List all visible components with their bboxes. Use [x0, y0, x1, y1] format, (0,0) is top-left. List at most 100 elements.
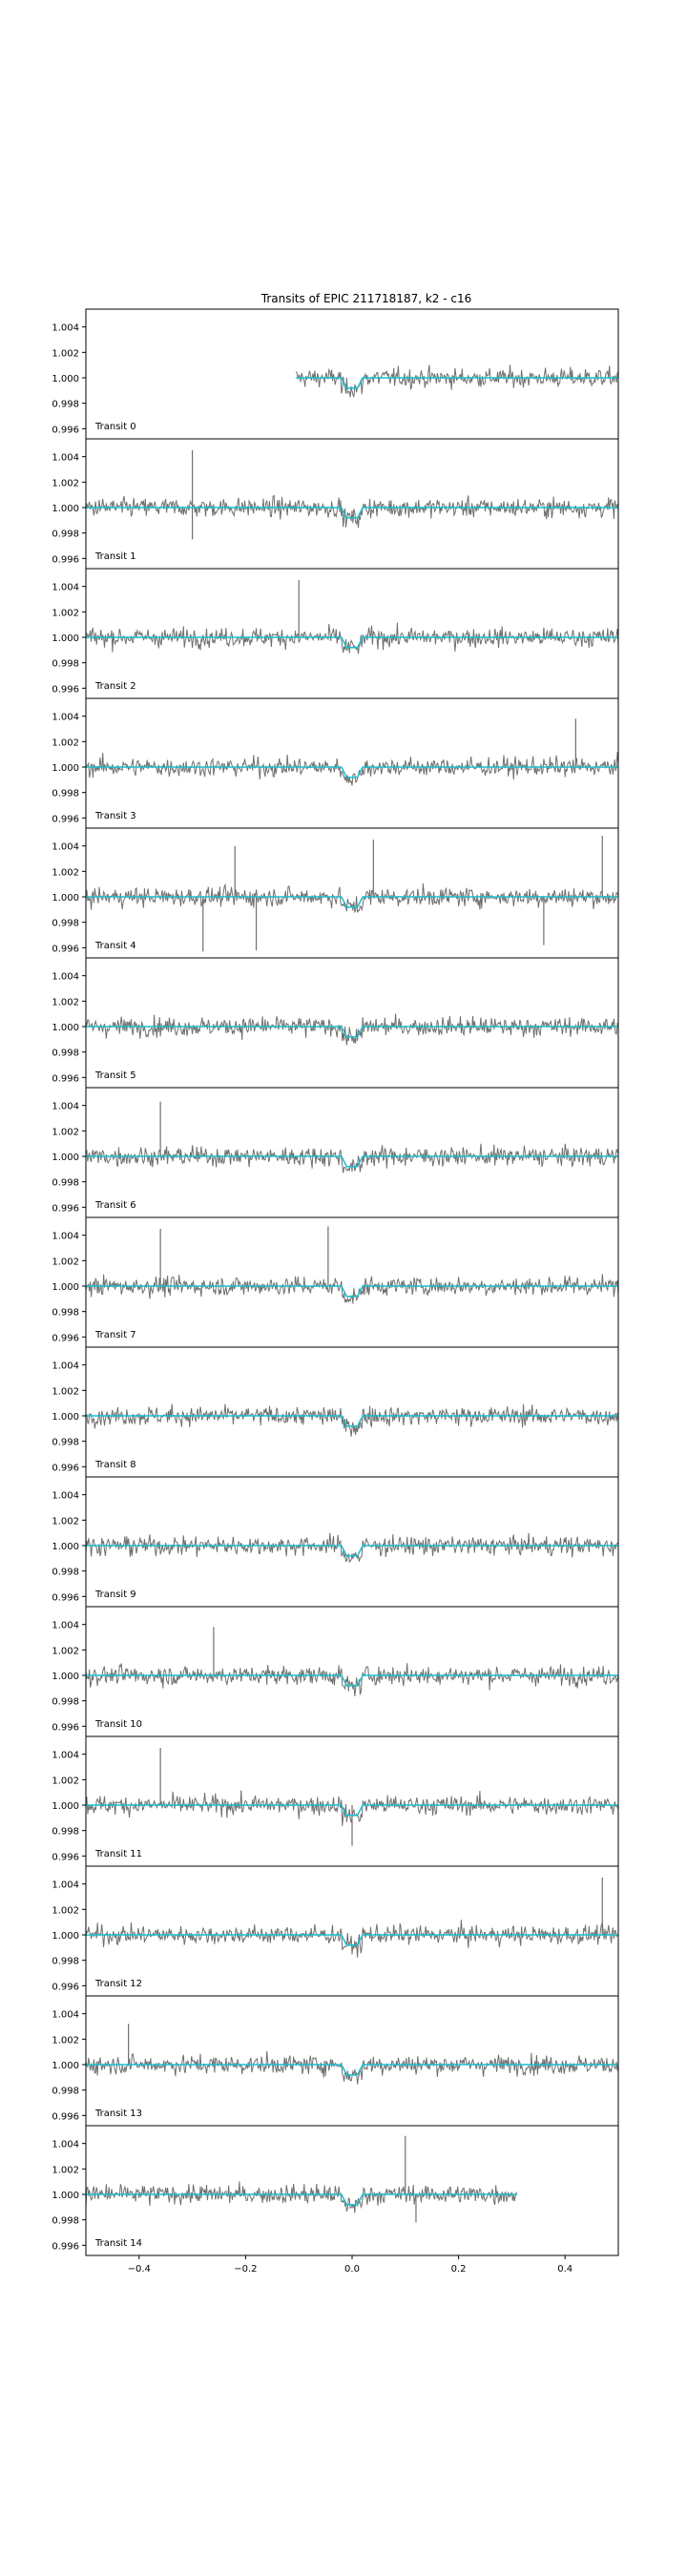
y-tick-label: 1.004 [52, 1102, 79, 1112]
y-tick-label: 1.004 [52, 1751, 79, 1761]
transit-model-line [86, 1674, 618, 1687]
y-tick-label: 1.004 [52, 1361, 79, 1372]
panel-label: Transit 4 [94, 941, 136, 951]
panel-frame [85, 308, 619, 440]
y-tick-label: 1.002 [52, 737, 79, 748]
y-tick-label: 1.002 [52, 2165, 79, 2175]
y-tick-label: 1.002 [52, 608, 79, 618]
y-tick-label: 1.000 [52, 1672, 79, 1682]
panel-transit-12: 0.996 0.998 1.000 1.002 1.004 Transit 12 [52, 1865, 619, 1997]
panel-transit-14: 0.996 0.998 1.000 1.002 1.004 Transit 14 [52, 2125, 619, 2256]
y-tick-label: 1.002 [52, 1776, 79, 1786]
panel-transit-11: 0.996 0.998 1.000 1.002 1.004 Transit 11 [52, 1735, 619, 1867]
y-tick-label: 1.000 [52, 893, 79, 904]
transit-model-line [86, 1026, 618, 1038]
panel-transit-4: 0.996 0.998 1.000 1.002 1.004 Transit 4 [52, 827, 619, 959]
panel-transit-6: 0.996 0.998 1.000 1.002 1.004 Transit 6 [52, 1087, 619, 1218]
y-tick-label: 0.996 [52, 1982, 79, 1992]
y-tick-label: 1.002 [52, 1386, 79, 1397]
transit-model-line [86, 1545, 618, 1557]
panel-frame [85, 697, 619, 829]
panel-label: Transit 3 [94, 811, 136, 821]
panel-transit-5: 0.996 0.998 1.000 1.002 1.004 Transit 5 [52, 957, 619, 1089]
y-tick-label: 1.004 [52, 972, 79, 983]
y-tick-label: 0.996 [52, 2241, 79, 2252]
y-tick-label: 1.000 [52, 1931, 79, 1942]
panel-label: Transit 6 [94, 1200, 136, 1211]
x-tick-label: 0.4 [557, 2264, 572, 2275]
y-tick-label: 1.000 [52, 1542, 79, 1552]
y-tick-label: 0.998 [52, 789, 79, 800]
y-tick-label: 1.002 [52, 867, 79, 878]
y-tick-label: 1.000 [52, 634, 79, 644]
y-tick-label: 1.002 [52, 2035, 79, 2046]
flux-series [85, 1403, 619, 1437]
flux-series [85, 1143, 619, 1174]
y-tick-label: 1.002 [52, 997, 79, 1008]
panel-transit-7: 0.996 0.998 1.000 1.002 1.004 Transit 7 [52, 1216, 619, 1348]
y-tick-label: 1.000 [52, 374, 79, 384]
y-tick-label: 1.004 [52, 453, 79, 464]
y-tick-label: 0.998 [52, 530, 79, 540]
panel-label: Transit 9 [94, 1589, 136, 1600]
y-tick-label: 1.000 [52, 1153, 79, 1163]
flux-series [85, 752, 619, 786]
flux-series [85, 1013, 619, 1046]
transit-model-line [86, 2193, 517, 2206]
panel-label: Transit 5 [94, 1070, 136, 1081]
panel-label: Transit 12 [94, 1979, 142, 1989]
panel-transit-10: 0.996 0.998 1.000 1.002 1.004 Transit 10 [52, 1606, 619, 1737]
flux-series [85, 2181, 518, 2213]
y-tick-label: 0.998 [52, 919, 79, 929]
transit-model-line [86, 1155, 618, 1168]
y-tick-label: 1.000 [52, 763, 79, 774]
y-tick-label: 1.000 [52, 504, 79, 514]
panel-label: Transit 1 [94, 551, 136, 562]
y-tick-label: 1.004 [52, 1621, 79, 1631]
flux-series [85, 1920, 619, 1958]
panel-transit-3: 0.996 0.998 1.000 1.002 1.004 Transit 3 [52, 697, 619, 829]
panel-label: Transit 2 [94, 681, 136, 692]
panel-transit-13: 0.996 0.998 1.000 1.002 1.004 Transit 13 [52, 1995, 619, 2127]
y-tick-label: 0.996 [52, 814, 79, 824]
panel-label: Transit 13 [94, 2109, 142, 2119]
y-tick-label: 1.002 [52, 348, 79, 359]
panel-label: Transit 8 [94, 1460, 136, 1470]
flux-series [85, 1274, 619, 1304]
panel-transit-2: 0.996 0.998 1.000 1.002 1.004 Transit 2 [52, 568, 619, 699]
y-tick-label: 0.996 [52, 1722, 79, 1733]
y-tick-label: 1.004 [52, 2010, 79, 2021]
flux-series [85, 494, 619, 529]
shared-x-axis: −0.4 −0.2 0.0 0.2 0.4 [128, 2255, 572, 2275]
x-tick-label: −0.2 [234, 2264, 257, 2275]
y-tick-label: 0.998 [52, 2087, 79, 2097]
y-tick-label: 0.996 [52, 425, 79, 435]
panel-frame [85, 1995, 619, 2127]
y-tick-label: 1.002 [52, 1646, 79, 1656]
y-tick-label: 1.002 [52, 1257, 79, 1267]
transit-model-line [86, 2064, 618, 2076]
y-tick-label: 0.996 [52, 554, 79, 565]
y-tick-label: 1.004 [52, 323, 79, 334]
transit-model-line [86, 636, 618, 649]
transit-model-line [86, 766, 618, 779]
y-tick-label: 1.002 [52, 478, 79, 488]
y-tick-label: 1.000 [52, 1801, 79, 1812]
flux-series [85, 1532, 619, 1564]
y-tick-label: 1.004 [52, 713, 79, 723]
y-tick-label: 0.996 [52, 1463, 79, 1473]
panel-label: Transit 11 [94, 1849, 142, 1859]
y-tick-label: 1.000 [52, 1023, 79, 1033]
transit-model-line [86, 1804, 618, 1817]
panel-frame [85, 1735, 619, 1867]
y-tick-label: 0.998 [52, 1957, 79, 1967]
y-tick-label: 1.004 [52, 1232, 79, 1242]
panel-transit-9: 0.996 0.998 1.000 1.002 1.004 Transit 9 [52, 1476, 619, 1608]
y-tick-label: 1.004 [52, 2140, 79, 2150]
y-tick-label: 1.004 [52, 583, 79, 593]
x-tick-label: −0.4 [128, 2264, 151, 2275]
y-tick-label: 0.996 [52, 1852, 79, 1862]
y-tick-label: 1.000 [52, 1412, 79, 1423]
transit-model-line [86, 1934, 618, 1946]
